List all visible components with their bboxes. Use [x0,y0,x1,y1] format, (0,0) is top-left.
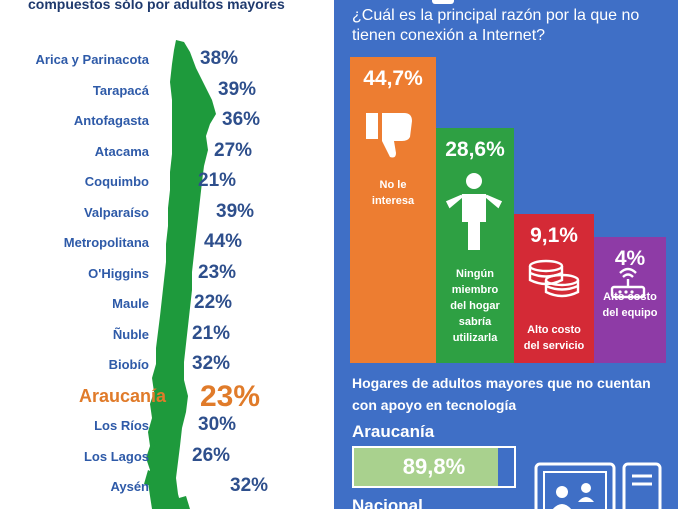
tablet-video-call-icon [534,462,616,509]
araucania-value: 89,8% [402,454,466,479]
region-name: Atacama [94,143,149,159]
reason-bar: 44,7% No le interesa [350,57,436,363]
region-percentage: 30% [198,414,237,435]
left-header: compuestos sólo por adultos mayores [28,0,285,12]
reason-label-line: Alto costo [527,324,581,337]
region-name: Los Lagos [83,448,149,464]
region-name: Valparaíso [83,204,149,220]
reason-label: Ningún miembro del hogar sabría utilizarla [436,266,514,346]
reason-label: Alto costo del equipo [594,289,666,321]
reason-label-line: Ningún [456,268,494,281]
region-percentage: 22% [194,292,233,313]
region-name: Tarapacá [92,82,149,98]
phone-icon [622,462,662,509]
region-name: Maule [112,296,149,311]
reason-label-line: utilizarla [452,332,498,345]
araucania-progress-bar: 89,8% [352,446,516,488]
region-name: O'Higgins [88,265,149,281]
region-percentage: 23% [200,379,261,413]
reason-percentage: 9,1% [530,224,578,248]
reason-label-line: del servicio [523,340,585,353]
region-percentage: 23% [198,261,237,283]
support-title: Hogares de adultos mayores que no cuenta… [352,375,651,413]
region-percentage: 36% [222,109,261,130]
reason-percentage: 28,6% [445,138,505,162]
region-percentage: 32% [230,475,269,496]
reason-label-line: interesa [371,195,415,207]
reason-bar: 4% Alto costo del equipo [594,237,666,363]
reason-label: No le interesa [350,177,436,209]
reason-label-line: sabría [458,316,492,329]
reason-label-line: miembro [451,284,499,297]
nacional-label: Nacional [352,496,423,509]
region-percentage: 21% [198,170,237,191]
internet-panel: ¿Cuál es la principal razón por la que n… [334,0,678,509]
reason-label-line: del equipo [602,307,658,319]
region-percentage: 32% [192,353,231,374]
region-name: Antofagasta [73,113,149,128]
reason-label-line: del hogar [450,300,500,313]
region-name: Metropolitana [63,235,149,250]
region-percentage: 39% [218,78,257,100]
region-percentage: 44% [204,231,243,252]
reason-bar: 9,1% Alto costo del servicio [514,214,594,363]
region-name: Arica y Parinacota [35,52,149,67]
region-percentage: 26% [192,444,231,466]
region-name: Ñuble [112,326,149,342]
question-title: ¿Cuál es la principal razón por la que n… [352,7,640,44]
reason-label-line: Alto costo [603,291,657,303]
region-name: Biobío [108,357,149,372]
chile-map-icon [144,40,216,509]
reason-label-line: No le [379,179,407,191]
region-percentage: 21% [192,322,231,344]
reason-percentage: 44,7% [363,67,423,90]
region-name: Coquimbo [84,174,149,189]
araucania-label: Araucanía [352,422,435,441]
region-name: Los Ríos [94,418,149,433]
reason-bar: 28,6% Ningún miembro del hogar sabría utiliza… [436,128,514,363]
region-percentage: 39% [216,200,255,222]
reason-percentage: 4% [614,247,646,270]
region-name: Araucanía [78,385,166,406]
araucania-progress-fill [354,448,498,486]
region-percentage: 38% [200,48,239,69]
regions-panel: compuestos sólo por adultos mayores Aric… [0,0,334,509]
region-name: Aysén [110,479,149,494]
region-percentage: 27% [214,139,253,161]
title-fragment [432,0,454,4]
reason-label: Alto costo del servicio [514,322,594,354]
